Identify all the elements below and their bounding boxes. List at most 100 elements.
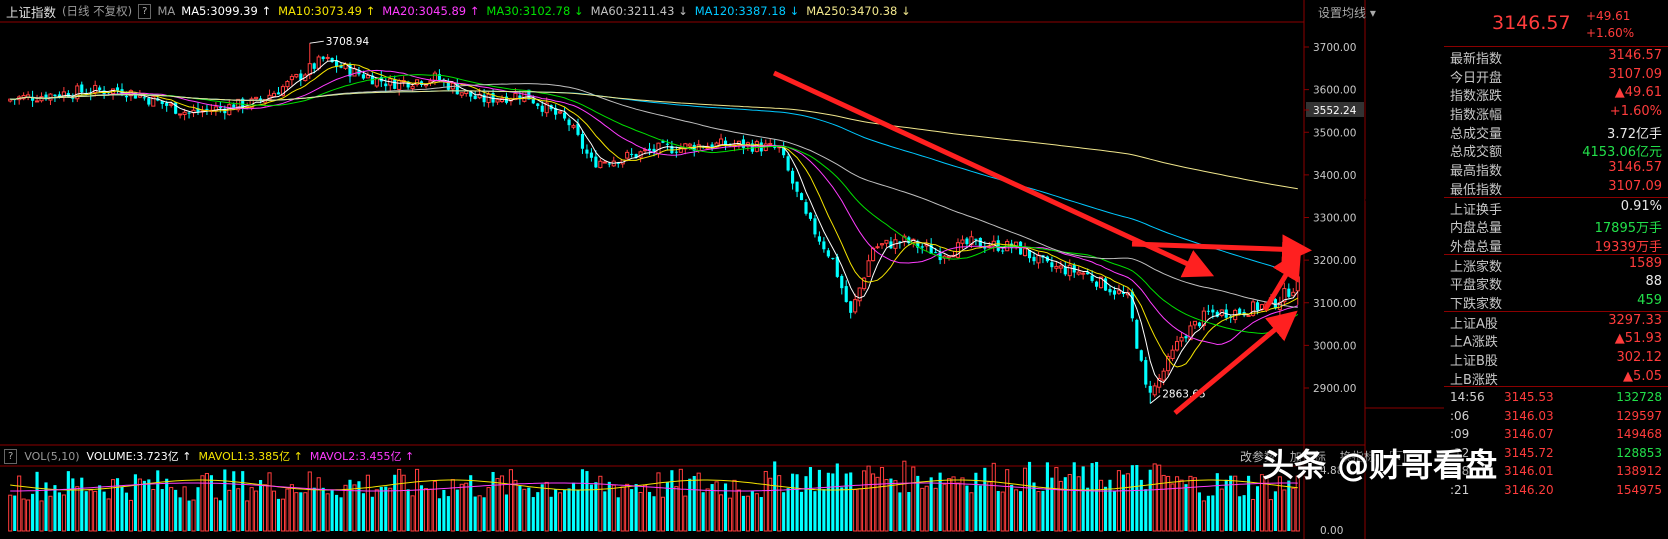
volume-bar: [1161, 474, 1166, 532]
volume-bar: [80, 477, 84, 531]
volume-bars: [8, 460, 1300, 532]
tick-time: :06: [1450, 408, 1470, 423]
volume-bar: [620, 486, 625, 532]
price-tick-label: 3552.24: [1313, 105, 1357, 117]
price-tick-label: 3700.00: [1313, 42, 1356, 54]
candle-body: [1036, 254, 1041, 264]
change-params-button[interactable]: 改参数: [1240, 450, 1277, 464]
candle-body: [393, 79, 397, 89]
ma-help-button[interactable]: ?: [138, 3, 152, 19]
candle-body: [1081, 272, 1086, 275]
volume-bar: [714, 481, 719, 532]
price-tick-label: 2900.00: [1313, 383, 1356, 395]
volume-bar: [853, 489, 858, 532]
volume-bar: [508, 469, 514, 532]
volume-bar: [236, 488, 241, 532]
tick-time: :09: [1450, 427, 1470, 442]
ma-value-6: MA250:3470.38 ↓: [806, 4, 911, 18]
tick-volume: 154975: [1616, 482, 1662, 497]
volume-bar: [1072, 462, 1076, 531]
volume-bar: [678, 468, 683, 532]
ma10-line: [10, 63, 1299, 368]
volume-bar: [432, 480, 438, 532]
candle-body: [996, 240, 1000, 251]
volume-bar: [759, 497, 763, 531]
volume-bar: [965, 485, 969, 531]
vol-help-button[interactable]: ?: [4, 448, 18, 464]
volume-bar: [8, 494, 13, 532]
turnover-value: 19339万手: [1594, 239, 1662, 255]
candle-body: [44, 94, 48, 100]
quote-value: 3146.57: [1608, 160, 1662, 176]
add-indicator-button[interactable]: 加指标: [1289, 450, 1326, 464]
volume-bar: [638, 491, 643, 532]
volume-bar: [397, 468, 402, 532]
close-icon[interactable]: ✕: [1389, 451, 1405, 466]
candle-body: [1112, 290, 1117, 295]
volume-bar: [325, 493, 330, 532]
volume-bar: [750, 490, 754, 531]
abshare-value: ▲5.05: [1623, 368, 1662, 384]
volume-bar: [782, 492, 786, 531]
candle-body: [723, 140, 728, 147]
volume-bar: [799, 491, 804, 531]
tick-row[interactable]: 14:56 3145.53 132728: [1444, 390, 1668, 409]
tick-row[interactable]: :06 3146.03 129597: [1444, 409, 1668, 428]
quote-row: 今日开盘 3107.09: [1444, 66, 1668, 86]
volume-bar: [889, 478, 893, 531]
volume-bar: [1081, 466, 1085, 531]
candle-body: [1287, 288, 1291, 297]
volume-bar: [745, 495, 750, 532]
volume-bar: [482, 497, 486, 531]
candle-body: [236, 98, 241, 111]
tick-price: 3145.72: [1504, 445, 1554, 460]
volume-bar: [110, 479, 116, 532]
tick-row[interactable]: :18 3146.01 138912: [1444, 464, 1668, 483]
vol-value-2: MAVOL2:3.455亿 ↑: [309, 450, 415, 463]
tick-row[interactable]: :09 3146.07 149468: [1444, 427, 1668, 446]
volume-bar: [969, 492, 974, 532]
price-tick-label: 3100.00: [1313, 298, 1356, 310]
volume-bar: [527, 487, 531, 531]
candle-body: [518, 95, 522, 100]
volume-bar: [831, 473, 835, 531]
candle-body: [554, 108, 558, 115]
candle-body: [93, 84, 98, 94]
volume-bar: [1197, 492, 1201, 531]
candle-body: [1086, 272, 1090, 275]
volume-bar: [1255, 486, 1260, 531]
abshare-value: 302.12: [1616, 350, 1663, 365]
tick-row[interactable]: :12 3145.72 128853: [1444, 446, 1668, 465]
tick-row[interactable]: :21 3146.20 154975: [1444, 483, 1668, 502]
volume-bar: [701, 492, 705, 531]
turnover-row: 上证换手 0.91%: [1444, 198, 1668, 218]
ma20-line: [10, 69, 1298, 346]
volume-bar: [946, 478, 952, 532]
candle-body: [1054, 265, 1059, 269]
volume-bar: [1125, 473, 1130, 532]
candle-body: [558, 111, 563, 114]
volume-bar: [625, 483, 630, 532]
index-title[interactable]: 上证指数: [6, 4, 57, 20]
vol-value-1: MAVOL1:3.385亿 ↑: [198, 450, 303, 463]
volume-bar: [822, 489, 826, 531]
vol-values: VOLUME:3.723亿 ↑ MAVOL1:3.385亿 ↑ MAVOL2:3.4…: [87, 448, 422, 464]
volume-bar: [499, 475, 505, 532]
candle-body: [325, 56, 330, 59]
volume-bar: [1014, 489, 1019, 532]
quote-label: 总成交额: [1450, 145, 1503, 161]
tick-list[interactable]: 14:56 3145.53 132728:06 3146.03 129597:09 314…: [1444, 390, 1668, 501]
tick-volume: 149468: [1616, 427, 1662, 442]
volume-bar: [893, 480, 898, 532]
switch-indicator-button[interactable]: 换指标: [1339, 450, 1376, 464]
candle-body: [232, 104, 236, 110]
candle-body: [406, 81, 410, 88]
volume-bar: [929, 477, 933, 531]
volume-bar: [384, 486, 388, 531]
volume-bar: [218, 500, 222, 531]
volume-bar: [875, 476, 880, 532]
ma-settings-button[interactable]: 设置均线 ▾: [1318, 6, 1376, 20]
candle-body: [1063, 266, 1067, 275]
volume-bar: [652, 496, 656, 531]
